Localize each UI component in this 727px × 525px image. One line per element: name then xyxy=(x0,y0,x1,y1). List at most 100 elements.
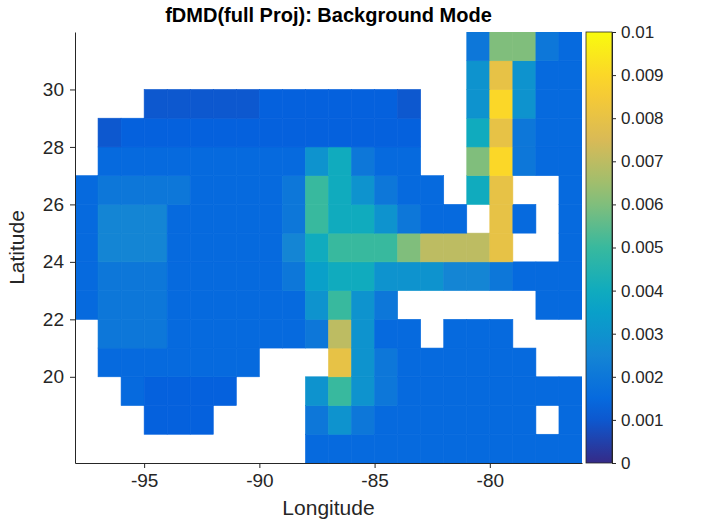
heatmap-cell xyxy=(444,406,467,435)
heatmap-cell xyxy=(236,147,259,176)
heatmap-cell xyxy=(513,89,536,118)
heatmap-cell xyxy=(259,262,282,291)
heatmap-cell xyxy=(282,204,305,233)
heatmap-cell xyxy=(559,89,582,118)
colorbar-axis-tick: 0.004 xyxy=(612,282,664,301)
heatmap-cell xyxy=(513,377,536,406)
colorbar-axis-tick: 0.001 xyxy=(612,411,664,430)
x-axis-line xyxy=(76,463,583,464)
heatmap-cell xyxy=(167,291,190,320)
x-axis-tick-mark xyxy=(375,463,376,468)
heatmap-cell xyxy=(305,377,328,406)
heatmap-cell xyxy=(421,176,444,205)
heatmap-cell xyxy=(98,291,121,320)
heatmap-cell xyxy=(421,348,444,377)
heatmap-cell xyxy=(190,291,213,320)
heatmap-cell xyxy=(213,262,236,291)
heatmap-cell xyxy=(513,262,536,291)
heatmap-cell xyxy=(305,176,328,205)
heatmap-cell xyxy=(213,118,236,147)
colorbar-axis-tick: 0.007 xyxy=(612,152,664,171)
heatmap-cell xyxy=(329,319,352,348)
heatmap-cell xyxy=(490,319,513,348)
heatmap-cell xyxy=(121,176,144,205)
x-axis-tick-label: -90 xyxy=(246,470,273,491)
heatmap-cell xyxy=(144,118,167,147)
heatmap-cell xyxy=(190,176,213,205)
heatmap-cell xyxy=(421,233,444,262)
heatmap-cell xyxy=(375,348,398,377)
heatmap-cell xyxy=(536,147,559,176)
colorbar-axis-tick-label: 0.004 xyxy=(621,282,664,301)
heatmap-cell xyxy=(98,233,121,262)
heatmap-cell xyxy=(305,291,328,320)
heatmap-cell xyxy=(144,319,167,348)
heatmap-cell xyxy=(144,377,167,406)
heatmap-cell xyxy=(121,147,144,176)
heatmap-cell xyxy=(144,204,167,233)
heatmap-cell xyxy=(375,319,398,348)
heatmap-cell xyxy=(467,434,490,463)
heatmap-cell xyxy=(375,262,398,291)
heatmap-cell xyxy=(259,291,282,320)
heatmap-cell xyxy=(98,262,121,291)
x-axis-tick-label: -95 xyxy=(131,470,158,491)
heatmap-cell xyxy=(398,176,421,205)
colorbar-axis-tick-label: 0 xyxy=(621,454,630,473)
heatmap-cell xyxy=(144,176,167,205)
heatmap-cell xyxy=(144,233,167,262)
heatmap-cell xyxy=(490,204,513,233)
heatmap-cell xyxy=(559,291,582,320)
heatmap-cell xyxy=(282,319,305,348)
heatmap-cell xyxy=(467,61,490,90)
heatmap-cell xyxy=(75,176,98,205)
heatmap-cell xyxy=(259,147,282,176)
title: fDMD(full Proj): Background Mode xyxy=(165,4,492,26)
heatmap-cell xyxy=(398,233,421,262)
heatmap-cell xyxy=(444,204,467,233)
heatmap-cell xyxy=(121,262,144,291)
heatmap-cell xyxy=(513,204,536,233)
heatmap-cell xyxy=(352,118,375,147)
heatmap-cell xyxy=(467,118,490,147)
x-axis-tick: -95 xyxy=(131,463,158,491)
heatmap-cell xyxy=(259,89,282,118)
heatmap-cell xyxy=(352,262,375,291)
heatmap-cell xyxy=(513,406,536,435)
heatmap-cell xyxy=(75,204,98,233)
colorbar-axis-tick-mark xyxy=(612,334,616,335)
heatmap-cell xyxy=(190,319,213,348)
heatmap-cell xyxy=(213,176,236,205)
heatmap-cell xyxy=(490,406,513,435)
heatmap-cell xyxy=(513,147,536,176)
heatmap-cell xyxy=(213,348,236,377)
heatmap-cell xyxy=(190,89,213,118)
heatmap-cell xyxy=(444,262,467,291)
heatmap-cell xyxy=(305,89,328,118)
heatmap-cell xyxy=(329,204,352,233)
y-axis-tick-mark xyxy=(70,262,75,263)
heatmap-cell xyxy=(467,319,490,348)
heatmap-cell xyxy=(305,118,328,147)
heatmap-cell xyxy=(213,319,236,348)
colorbar-axis-tick-mark xyxy=(612,248,616,249)
colorbar-axis-tick-mark xyxy=(612,161,616,162)
heatmap-cell xyxy=(190,406,213,435)
x-axis-tick: -90 xyxy=(246,463,273,491)
heatmap-cell xyxy=(236,204,259,233)
heatmap-cell xyxy=(513,348,536,377)
heatmap-cell xyxy=(167,377,190,406)
heatmap-cell xyxy=(98,204,121,233)
heatmap-cell xyxy=(259,204,282,233)
heatmap-cell xyxy=(352,348,375,377)
heatmap-cell xyxy=(375,147,398,176)
heatmap-cell xyxy=(329,348,352,377)
colorbar-axis-tick-label: 0.006 xyxy=(621,195,664,214)
heatmap-cell xyxy=(536,434,559,463)
colorbar-axis-tick-label: 0.001 xyxy=(621,411,664,430)
colorbar-axis-tick-mark xyxy=(612,291,616,292)
heatmap-cell xyxy=(536,118,559,147)
heatmap-cell xyxy=(375,434,398,463)
colorbar-axis-tick-mark xyxy=(612,204,616,205)
heatmap-cell xyxy=(121,348,144,377)
